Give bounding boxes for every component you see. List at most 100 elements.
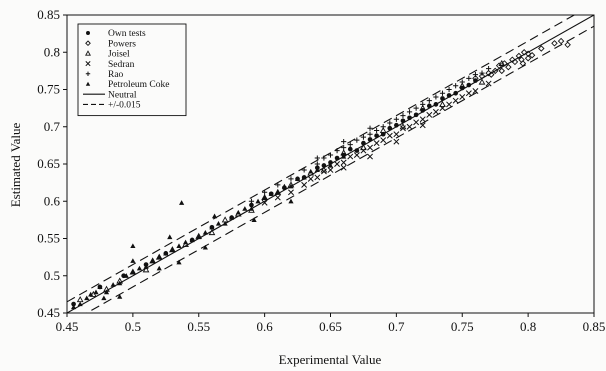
data-point-diamond-open xyxy=(511,58,519,66)
data-point-triangle-open xyxy=(419,104,427,111)
data-point-plus xyxy=(393,116,399,122)
data-point-x xyxy=(334,161,341,167)
data-point-triangle-filled xyxy=(136,265,143,271)
data-point-diamond-open xyxy=(557,37,565,45)
data-point-plus xyxy=(314,155,320,161)
data-point-x xyxy=(380,137,387,144)
data-point-plus xyxy=(387,120,393,126)
data-point-triangle-filled xyxy=(209,224,215,230)
data-point-triangle-open xyxy=(458,82,466,89)
data-point-plus xyxy=(453,83,459,89)
data-point-triangle-filled xyxy=(130,243,136,249)
y-tick-label: 0.55 xyxy=(37,231,60,246)
data-point-circle-filled xyxy=(380,131,386,137)
legend-label: Sedran xyxy=(108,60,135,70)
x-tick-label: 0.6 xyxy=(257,319,274,334)
data-point-triangle-filled xyxy=(308,168,314,174)
data-point-x xyxy=(452,97,459,104)
data-point-plus xyxy=(459,79,465,85)
data-point-triangle-filled xyxy=(163,250,169,256)
data-point-x xyxy=(288,189,294,196)
data-point-x xyxy=(439,105,446,112)
y-tick-label: 0.6 xyxy=(44,193,61,208)
data-point-plus xyxy=(314,161,320,167)
y-axis-label: Estimated Value xyxy=(8,122,23,207)
y-tick-label: 0.8 xyxy=(44,44,60,59)
data-point-triangle-filled xyxy=(341,153,347,159)
data-point-circle-filled xyxy=(367,137,373,142)
data-point-plus xyxy=(380,124,386,130)
data-point-triangle-filled xyxy=(301,174,307,180)
x-tick-label: 0.7 xyxy=(388,319,405,334)
data-point-diamond-open xyxy=(520,49,528,56)
legend-label: Neutral xyxy=(108,90,137,100)
data-point-circle-filled xyxy=(374,133,379,139)
data-point-triangle-filled xyxy=(88,291,94,297)
legend-label: Powers xyxy=(108,39,136,49)
data-point-triangle-filled xyxy=(242,206,248,211)
data-point-triangle-filled xyxy=(229,215,235,220)
data-point-triangle-filled xyxy=(327,162,334,168)
data-point-triangle-filled xyxy=(202,244,208,250)
data-point-x xyxy=(301,181,308,188)
data-point-x xyxy=(393,138,400,145)
data-point-triangle-open xyxy=(478,78,486,85)
data-points xyxy=(70,37,571,310)
data-point-x xyxy=(465,90,472,97)
y-tick-label: 0.45 xyxy=(37,305,60,320)
data-point-triangle-filled xyxy=(281,183,287,189)
legend-label: Own tests xyxy=(108,29,146,39)
data-point-plus xyxy=(406,109,413,115)
data-point-plus xyxy=(420,101,426,107)
data-point-triangle-filled xyxy=(235,209,241,215)
legend-marker-triangle-open xyxy=(85,50,91,56)
data-point-x xyxy=(261,199,268,206)
data-point-x xyxy=(367,153,373,160)
data-point-plus xyxy=(466,75,472,81)
data-point-diamond-open xyxy=(538,45,545,52)
data-point-circle-filled xyxy=(413,112,419,118)
data-point-plus xyxy=(334,147,340,154)
data-point-triangle-filled xyxy=(130,269,136,275)
data-point-triangle-open xyxy=(208,229,216,236)
data-point-triangle-filled xyxy=(288,198,294,204)
data-point-triangle-filled xyxy=(167,234,173,240)
data-point-plus xyxy=(374,127,380,134)
data-point-diamond-open xyxy=(495,62,503,69)
y-tick-label: 0.65 xyxy=(37,156,60,171)
x-tick-label: 0.45 xyxy=(56,319,79,334)
data-point-x xyxy=(307,175,314,182)
data-point-diamond-open xyxy=(498,67,506,75)
data-point-diamond-open xyxy=(505,63,512,71)
data-point-triangle-filled xyxy=(222,221,228,226)
data-point-triangle-filled xyxy=(202,229,208,235)
data-point-circle-filled xyxy=(426,103,432,109)
data-point-x xyxy=(360,147,367,154)
data-point-plus xyxy=(360,134,367,140)
data-point-triangle-open xyxy=(498,59,506,66)
data-point-triangle-open xyxy=(379,126,387,134)
legend-label: +/-0.015 xyxy=(108,101,141,111)
data-point-plus xyxy=(472,72,479,78)
data-point-x xyxy=(459,93,466,100)
data-point-circle-filled xyxy=(328,160,333,165)
data-point-plus xyxy=(341,145,347,151)
data-point-x xyxy=(367,144,373,151)
data-point-plus xyxy=(446,86,452,93)
data-point-triangle-filled xyxy=(189,237,195,243)
data-point-triangle-filled xyxy=(176,243,182,249)
data-point-triangle-filled xyxy=(179,200,185,205)
data-point-triangle-filled xyxy=(248,206,255,211)
data-point-x xyxy=(386,132,393,139)
data-point-diamond-open xyxy=(485,69,492,77)
data-point-circle-filled xyxy=(361,140,366,146)
data-point-diamond-open xyxy=(551,40,558,47)
data-point-circle-filled xyxy=(453,90,459,96)
data-point-circle-filled xyxy=(446,93,452,98)
data-point-triangle-filled xyxy=(117,280,123,286)
data-point-plus xyxy=(262,189,268,195)
data-point-triangle-filled xyxy=(93,289,99,295)
data-point-x xyxy=(400,125,406,132)
y-tick-label: 0.7 xyxy=(44,119,61,134)
data-point-circle-filled xyxy=(387,125,393,131)
